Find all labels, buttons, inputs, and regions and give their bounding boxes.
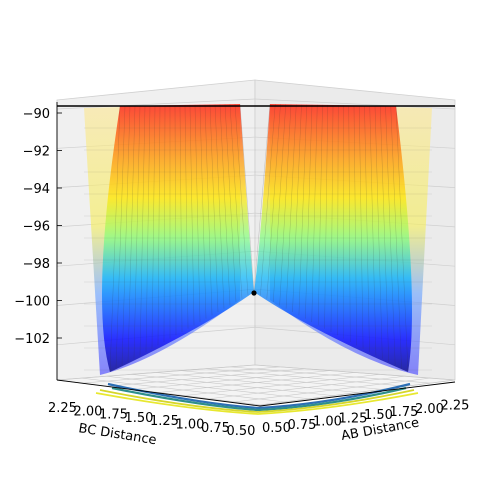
mesh-line xyxy=(121,105,131,366)
mesh-line xyxy=(253,103,271,293)
contour-line xyxy=(111,386,407,412)
floor-grid-line xyxy=(230,366,431,384)
mesh-line xyxy=(369,105,377,356)
z-tick-label: −96 xyxy=(23,220,50,235)
floor-grid-line xyxy=(56,364,256,381)
contour-line xyxy=(99,389,415,413)
mesh-line xyxy=(115,105,126,369)
mesh-line xyxy=(163,105,166,343)
contour-line xyxy=(95,392,419,415)
mesh-line xyxy=(337,105,339,336)
z-tick-label: −90 xyxy=(23,107,50,122)
y-tick-label: 1.25 xyxy=(150,414,179,429)
mesh-line xyxy=(311,104,318,323)
floor-grid-line xyxy=(133,370,331,390)
mesh-line xyxy=(348,105,351,343)
z-tick-label: −98 xyxy=(23,257,50,272)
x-tick-label: 1.75 xyxy=(390,405,419,420)
mesh-line xyxy=(229,104,243,299)
x-tick-label: 0.50 xyxy=(262,421,291,436)
mesh-line xyxy=(324,104,328,329)
floor-grid-line xyxy=(205,368,407,387)
mesh-line xyxy=(209,104,219,313)
mesh-line xyxy=(353,105,357,346)
mesh-line xyxy=(266,104,281,299)
mesh-line xyxy=(234,104,249,296)
grid-line xyxy=(254,98,456,110)
mesh-line xyxy=(194,104,201,323)
mesh-line xyxy=(204,104,213,316)
mesh-line xyxy=(179,104,183,333)
potential-surface xyxy=(84,103,432,375)
mesh-line xyxy=(273,104,286,303)
mesh-line xyxy=(292,104,302,313)
mesh-line xyxy=(214,104,225,309)
mesh-line xyxy=(145,105,151,353)
mesh-line xyxy=(127,105,136,363)
y-axis-ticks: 2.252.001.751.501.251.000.750.50 xyxy=(48,401,255,439)
mesh-line xyxy=(109,105,121,373)
mesh-line xyxy=(151,105,156,349)
mesh-line xyxy=(298,104,307,316)
floor-grid-line xyxy=(107,368,306,387)
mesh-line xyxy=(224,104,237,303)
mesh-line xyxy=(380,105,389,363)
x-tick-label: 1.00 xyxy=(313,415,342,430)
y-tick-label: 2.25 xyxy=(48,401,77,416)
floor-grid-line xyxy=(82,366,281,384)
y-tick-label: 1.75 xyxy=(99,408,128,423)
mesh-line xyxy=(239,103,255,293)
mesh-line xyxy=(260,104,276,296)
mesh-line xyxy=(374,105,383,359)
surface-valley-left xyxy=(102,104,254,372)
z-axis-ticks: −90 −92 −94 −96 −98 −100 −102 xyxy=(14,107,62,347)
floor-contours xyxy=(95,382,419,415)
contour-line xyxy=(107,382,411,410)
surface-valley-right xyxy=(254,104,412,372)
floor-grid-line xyxy=(180,370,382,390)
x-tick-label: 2.00 xyxy=(415,402,444,417)
mesh-line xyxy=(279,104,292,306)
floor-grid-line xyxy=(158,372,356,393)
mesh-line xyxy=(184,104,189,329)
mesh-line xyxy=(359,105,364,349)
mesh-line xyxy=(219,104,231,306)
z-tick-label: −92 xyxy=(23,145,50,160)
y-tick-label: 0.50 xyxy=(227,424,256,439)
z-tick-label: −94 xyxy=(23,182,50,197)
y-tick-label: 1.00 xyxy=(176,418,205,433)
mesh-line xyxy=(174,105,177,336)
floor-grid-line xyxy=(254,364,456,381)
mesh-line xyxy=(385,105,396,366)
mesh-line xyxy=(305,104,313,319)
y-tick-label: 1.50 xyxy=(125,411,154,426)
mesh-line xyxy=(189,104,195,326)
x-axis-ticks: 0.500.751.001.251.501.752.002.25 xyxy=(262,399,469,436)
mesh-line xyxy=(395,105,409,373)
mesh-line xyxy=(390,105,402,369)
mesh-line xyxy=(199,104,207,319)
mesh-line xyxy=(157,105,161,346)
y-tick-label: 0.75 xyxy=(201,421,230,436)
x-tick-label: 1.25 xyxy=(339,411,368,426)
x-tick-label: 2.25 xyxy=(441,399,470,414)
z-tick-label: −100 xyxy=(14,295,50,310)
x-tick-label: 0.75 xyxy=(288,418,317,433)
mesh-line xyxy=(330,104,334,333)
mesh-line xyxy=(364,105,370,353)
grid-line xyxy=(56,98,256,110)
z-tick-label: −102 xyxy=(14,332,50,347)
mesh-line xyxy=(285,104,297,309)
y-tick-label: 2.00 xyxy=(74,404,103,419)
mesh-line xyxy=(139,105,146,356)
minimum-marker xyxy=(251,290,257,296)
axis-lines xyxy=(56,102,456,407)
mesh-line xyxy=(318,104,323,326)
mesh-line xyxy=(133,105,141,359)
x-tick-label: 1.50 xyxy=(364,408,393,423)
